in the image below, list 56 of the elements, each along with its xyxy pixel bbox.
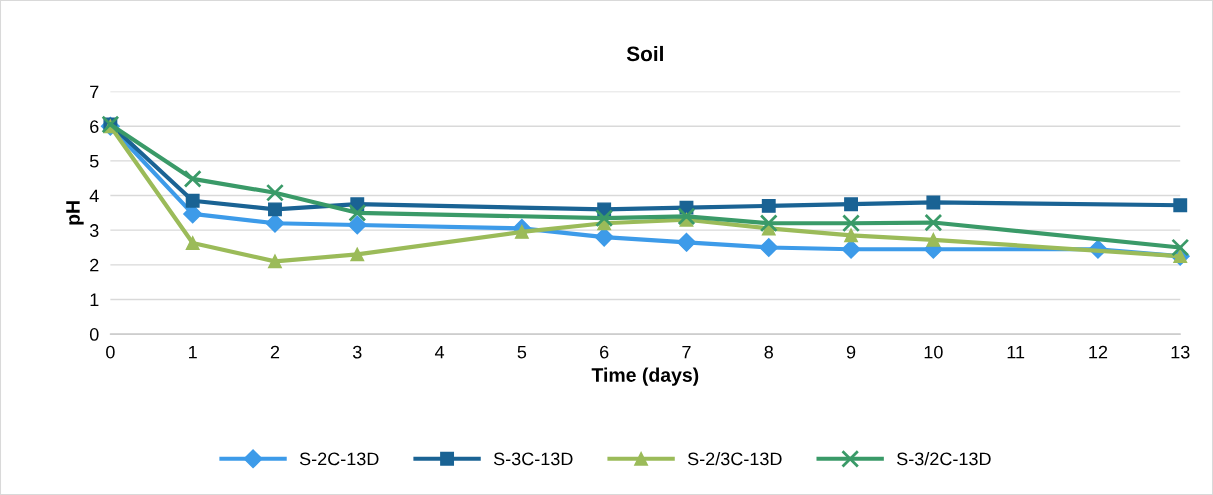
x-tick-label: 3 bbox=[352, 345, 362, 359]
point bbox=[595, 209, 614, 228]
point bbox=[183, 169, 202, 188]
x-tick-label: 12 bbox=[1089, 345, 1108, 359]
y-tick-label: 6 bbox=[90, 120, 99, 133]
legend-label: S-2C-13D bbox=[299, 452, 379, 466]
point bbox=[265, 183, 285, 202]
point bbox=[759, 237, 779, 258]
y-tick-label: 5 bbox=[89, 155, 99, 168]
point bbox=[924, 213, 943, 232]
x-axis-title: Time (days) bbox=[591, 367, 699, 386]
x-tick-label: 13 bbox=[1171, 345, 1190, 359]
point bbox=[761, 198, 776, 213]
point bbox=[348, 203, 367, 222]
point bbox=[676, 232, 696, 252]
point bbox=[268, 254, 282, 269]
point bbox=[842, 214, 861, 233]
x-tick-label: 6 bbox=[600, 345, 609, 359]
x-tick-label: 9 bbox=[846, 345, 856, 359]
point bbox=[841, 239, 861, 259]
legend-label: S-2/3C-13D bbox=[687, 452, 782, 466]
point bbox=[1171, 238, 1190, 257]
x-tick-label: 0 bbox=[106, 345, 115, 359]
y-tick-label: 1 bbox=[90, 293, 99, 307]
point bbox=[268, 202, 282, 217]
x-tick-label: 2 bbox=[270, 345, 280, 359]
point bbox=[347, 215, 367, 235]
y-tick-label: 3 bbox=[89, 224, 99, 237]
point bbox=[759, 214, 778, 233]
legend-label: S-3/2C-13D bbox=[897, 452, 991, 466]
x-tick-label: 10 bbox=[924, 345, 943, 359]
point bbox=[594, 227, 614, 247]
point bbox=[926, 195, 941, 210]
point bbox=[185, 193, 200, 208]
legend-label: S-3C-13D bbox=[493, 452, 573, 466]
x-tick-label: 4 bbox=[434, 345, 445, 359]
point bbox=[926, 232, 941, 247]
point bbox=[677, 207, 696, 226]
x-tick-label: 7 bbox=[682, 345, 691, 359]
chart-title: Soil bbox=[626, 45, 663, 62]
y-tick-label: 4 bbox=[89, 189, 99, 203]
x-tick-label: 1 bbox=[189, 345, 197, 359]
point bbox=[350, 247, 365, 262]
point bbox=[185, 236, 200, 250]
point bbox=[844, 228, 859, 243]
y-axis-title: pH bbox=[66, 201, 84, 225]
point bbox=[265, 213, 285, 233]
point bbox=[514, 224, 529, 239]
y-tick-label: 7 bbox=[90, 85, 99, 99]
x-tick-label: 8 bbox=[764, 345, 773, 359]
point bbox=[1173, 198, 1188, 213]
point bbox=[844, 197, 859, 212]
y-tick-label: 2 bbox=[90, 258, 99, 272]
x-tick-label: 11 bbox=[1007, 345, 1025, 359]
x-tick-label: 5 bbox=[517, 345, 527, 359]
y-tick-label: 0 bbox=[89, 328, 99, 341]
